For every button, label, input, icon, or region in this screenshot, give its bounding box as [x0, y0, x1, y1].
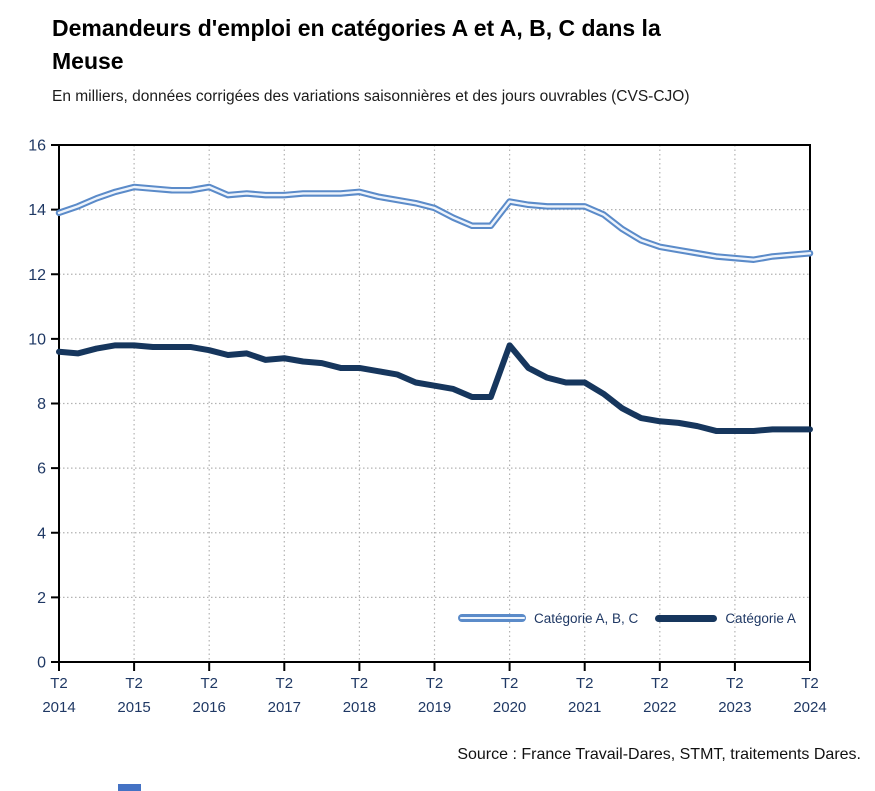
page-title-line2: Meuse — [52, 48, 124, 74]
x-axis-label-year: 2019 — [418, 699, 451, 716]
x-axis-label-quarter: T2 — [576, 675, 594, 692]
y-axis-label: 8 — [37, 396, 46, 413]
footer-bar-fragment — [118, 784, 141, 791]
page-title: Demandeurs d'emploi en catégories A et A… — [52, 12, 832, 78]
y-axis-label: 12 — [28, 267, 46, 284]
horizontal-gridlines — [59, 209, 810, 598]
x-axis: T2 2014 T2 2015 T2 2016 T2 2017 T2 2018 T2 2019 T2 20… — [42, 663, 827, 716]
legend-item-categorie-abc: Catégorie A, B, C — [458, 611, 638, 626]
x-axis-label-year: 2024 — [793, 699, 826, 716]
x-axis-label-year: 2021 — [568, 699, 601, 716]
x-axis-label-year: 2018 — [343, 699, 376, 716]
legend-swatch-categorie-a-line — [655, 614, 718, 622]
x-axis-label-quarter: T2 — [801, 675, 819, 692]
y-axis-label: 2 — [37, 590, 46, 607]
chart-subtitle: En milliers, données corrigées des varia… — [52, 88, 690, 105]
y-axis-label: 16 — [28, 138, 46, 155]
x-axis-label-quarter: T2 — [726, 675, 744, 692]
x-axis-label-quarter: T2 — [426, 675, 444, 692]
chart-legend: Catégorie A, B, C Catégorie A — [458, 609, 796, 627]
x-axis-label-year: 2016 — [193, 699, 226, 716]
x-axis-label-quarter: T2 — [351, 675, 369, 692]
x-axis-label-quarter: T2 — [501, 675, 519, 692]
x-axis-label-year: 2023 — [718, 699, 751, 716]
plot-frame — [58, 144, 811, 663]
x-axis-label-quarter: T2 — [200, 675, 218, 692]
legend-label-categorie-a: Catégorie A — [725, 610, 796, 626]
series-categorie-a — [56, 342, 813, 434]
legend-label-categorie-abc: Catégorie A, B, C — [534, 610, 639, 626]
y-axis-label: 10 — [28, 331, 46, 348]
page-title-line1: Demandeurs d'emploi en catégories A et A… — [52, 15, 661, 41]
x-axis-label-year: 2015 — [117, 699, 150, 716]
y-axis-label: 4 — [37, 525, 46, 542]
legend-swatch-categorie-abc-line — [458, 614, 526, 622]
y-axis-label: 6 — [37, 461, 46, 478]
line-chart: 0 2 4 6 8 10 12 14 16 T2 2014 T2 2015 T2 2016 T2 2017 T2 2… — [28, 138, 827, 717]
y-axis: 0 2 4 6 8 10 12 14 16 — [28, 138, 58, 672]
x-axis-label-year: 2020 — [493, 699, 526, 716]
y-axis-label: 14 — [28, 202, 46, 219]
y-axis-label: 0 — [37, 655, 46, 672]
x-axis-label-year: 2014 — [42, 699, 75, 716]
x-axis-label-year: 2022 — [643, 699, 676, 716]
x-axis-label-quarter: T2 — [50, 675, 68, 692]
source-note: Source : France Travail-Dares, STMT, tra… — [457, 746, 861, 763]
x-axis-label-year: 2017 — [268, 699, 301, 716]
x-axis-label-quarter: T2 — [651, 675, 669, 692]
legend-item-categorie-a: Catégorie A — [655, 611, 796, 626]
vertical-gridlines — [133, 145, 736, 662]
x-axis-label-quarter: T2 — [125, 675, 143, 692]
series-categorie-abc-core — [57, 185, 812, 261]
x-axis-label-quarter: T2 — [276, 675, 294, 692]
